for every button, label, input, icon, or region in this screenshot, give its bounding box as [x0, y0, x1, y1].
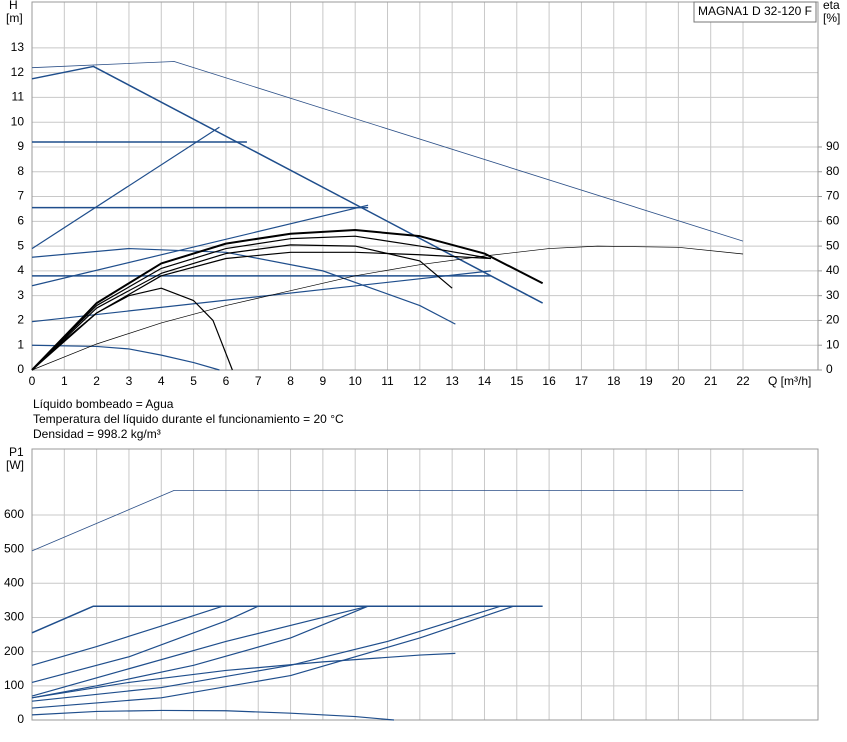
y-tick-label: 400	[4, 575, 24, 589]
curve	[31, 61, 744, 242]
curve	[31, 344, 220, 371]
x-tick-label: 9	[320, 374, 327, 388]
x-tick-label: 15	[510, 374, 524, 388]
y-tick-label: 12	[11, 65, 25, 79]
curve	[31, 489, 744, 552]
y-tick-label: 100	[4, 678, 24, 692]
curve	[31, 228, 544, 371]
x-tick-label: 19	[639, 374, 653, 388]
curve	[31, 605, 259, 683]
y2-tick-label: 80	[826, 164, 840, 178]
x-tick-label: 3	[126, 374, 133, 388]
x-tick-label: 10	[349, 374, 363, 388]
x-tick-label: 0	[29, 374, 36, 388]
x-tick-label: 1	[61, 374, 68, 388]
plot-frame	[31, 1, 819, 371]
x-tick-label: 13	[445, 374, 459, 388]
y2-axis-unit: [%]	[823, 11, 840, 25]
plot-frame	[31, 448, 819, 721]
y-axis-label: P1	[9, 445, 24, 459]
x-tick-label: 8	[287, 374, 294, 388]
y-tick-label: 13	[11, 40, 25, 54]
curve	[31, 270, 491, 323]
annotation: MAGNA1 D 32-120 F	[698, 4, 812, 18]
curve	[31, 251, 491, 371]
y2-axis-label: eta	[823, 0, 840, 12]
y-tick-label: 7	[17, 189, 24, 203]
x-tick-label: 18	[607, 374, 621, 388]
y-tick-label: 10	[11, 114, 25, 128]
y-tick-label: 5	[17, 238, 24, 252]
x-tick-label: 4	[158, 374, 165, 388]
curve	[31, 605, 369, 699]
curve	[31, 244, 453, 371]
x-tick-label: 6	[223, 374, 230, 388]
curve	[31, 247, 456, 325]
y-tick-label: 11	[12, 90, 25, 104]
y-axis-label: H	[9, 0, 18, 12]
y-tick-label: 0	[17, 712, 24, 726]
condition-text: Densidad = 998.2 kg/m³	[33, 427, 161, 441]
x-tick-label: 7	[255, 374, 262, 388]
y-tick-label: 4	[17, 263, 24, 277]
y-tick-label: 6	[17, 213, 24, 227]
y-tick-label: 1	[17, 337, 24, 351]
x-tick-label: 21	[704, 374, 718, 388]
chart-panel: 0 100 200 300 400 500 600 P1[W]	[4, 445, 819, 726]
y2-tick-label: 10	[826, 337, 840, 351]
y-tick-label: 0	[17, 362, 24, 376]
curve	[31, 65, 543, 304]
y-tick-label: 3	[17, 288, 24, 302]
curve	[31, 126, 220, 250]
y-tick-label: 9	[17, 139, 24, 153]
x-tick-label: 17	[575, 374, 589, 388]
y-tick-label: 2	[17, 313, 24, 327]
y-tick-label: 8	[17, 164, 24, 178]
x-tick-label: 16	[542, 374, 556, 388]
y2-tick-label: 60	[826, 213, 840, 227]
x-tick-label: 12	[413, 374, 427, 388]
curve	[31, 605, 223, 666]
x-tick-label: 2	[93, 374, 100, 388]
y2-tick-label: 70	[826, 189, 840, 203]
y2-tick-label: 40	[826, 263, 840, 277]
y-tick-label: 300	[4, 610, 24, 624]
y-tick-label: 200	[4, 644, 24, 658]
condition-text: Líquido bombeado = Agua	[33, 397, 174, 411]
y2-tick-label: 20	[826, 313, 840, 327]
x-tick-label: 20	[672, 374, 686, 388]
x-tick-label: 14	[478, 374, 492, 388]
y2-tick-label: 50	[826, 238, 840, 252]
y2-tick-label: 90	[826, 139, 840, 153]
curve	[31, 204, 369, 287]
y-axis-unit: [W]	[6, 458, 24, 472]
y-tick-label: 500	[4, 541, 24, 555]
curve	[31, 605, 369, 697]
curve	[31, 287, 233, 371]
y2-tick-label: 0	[826, 362, 833, 376]
x-tick-label: 5	[190, 374, 197, 388]
conditions: Líquido bombeado = Agua Temperatura del …	[33, 397, 344, 441]
curve	[31, 245, 744, 371]
chart-panel: 0 1 2 3 4 5 6 7 8 9 10 11 12 13 14 15 16 17 18 19 20 21 220123…	[6, 0, 840, 388]
curve	[31, 235, 492, 371]
condition-text: Temperatura del líquido durante el funci…	[33, 412, 344, 426]
x-tick-label: 11	[381, 374, 394, 388]
annotation-box	[693, 1, 817, 23]
curve	[31, 709, 395, 721]
y-tick-label: 600	[4, 507, 24, 521]
x-tick-label: 22	[736, 374, 750, 388]
curve	[31, 605, 514, 709]
curve	[31, 605, 543, 634]
curve	[31, 652, 456, 699]
y-axis-unit: [m]	[6, 11, 23, 25]
x-axis-label: Q [m³/h]	[768, 374, 811, 388]
y2-tick-label: 30	[826, 288, 840, 302]
